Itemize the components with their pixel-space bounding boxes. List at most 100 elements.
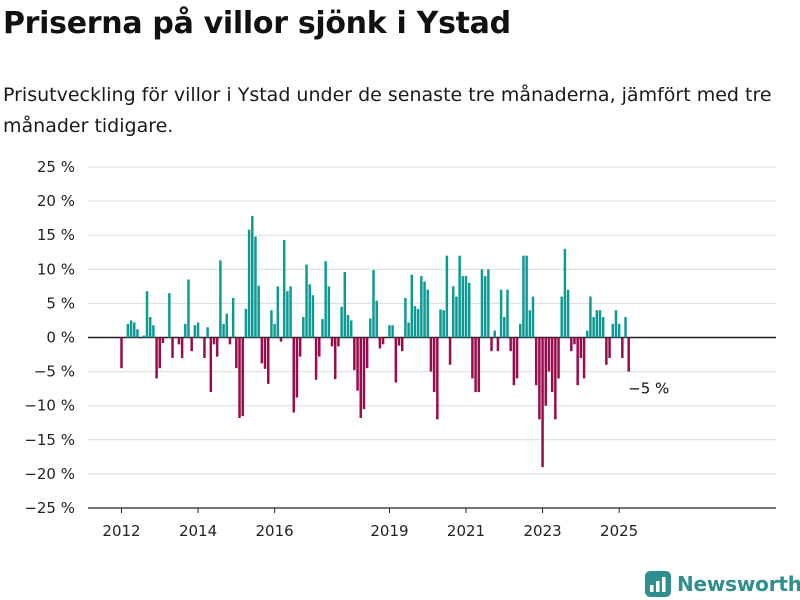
- bar: [496, 337, 500, 352]
- bar: [576, 337, 579, 386]
- bar: [547, 337, 551, 372]
- bar: [155, 337, 158, 379]
- bar: [554, 337, 557, 420]
- bar: [282, 239, 286, 338]
- bar: [420, 276, 423, 338]
- y-tick-label: −10 %: [24, 397, 75, 415]
- bar: [512, 337, 516, 386]
- bar: [563, 248, 567, 338]
- brand: Newsworthy: [645, 569, 800, 599]
- y-tick-label: 0 %: [46, 329, 75, 347]
- bar: [503, 317, 506, 338]
- bar: [241, 337, 244, 416]
- bar: [471, 337, 474, 379]
- y-tick-label: 10 %: [37, 260, 75, 278]
- bar: [353, 337, 356, 371]
- bar: [560, 296, 563, 338]
- bar: [557, 337, 560, 379]
- bar: [566, 289, 570, 338]
- bar: [375, 300, 378, 338]
- newsworthy-logo-icon: [645, 571, 671, 597]
- bar: [327, 286, 331, 338]
- bar: [145, 291, 149, 338]
- bar: [225, 313, 229, 338]
- bar: [142, 335, 146, 338]
- bar: [349, 320, 353, 338]
- y-tick-label: −25 %: [24, 499, 75, 517]
- x-tick-label: 2025: [600, 522, 638, 540]
- bar: [311, 295, 315, 338]
- bar: [423, 281, 426, 338]
- bar: [477, 337, 481, 393]
- bar: [215, 337, 219, 357]
- y-tick-label: 5 %: [46, 294, 75, 312]
- page-title: Priserna på villor sjönk i Ystad: [3, 6, 511, 41]
- bar: [490, 337, 493, 352]
- bar: [483, 276, 487, 338]
- x-tick-label: 2021: [447, 522, 485, 540]
- bar: [187, 279, 190, 338]
- bar: [270, 310, 273, 338]
- bar: [605, 337, 608, 365]
- y-axis: 25 % 20 % 15 % 10 % 5 % 0 % −5 % −10 % −15 % −20 …: [24, 158, 75, 517]
- bar: [333, 337, 337, 380]
- bar: [209, 337, 213, 393]
- bar: [429, 337, 433, 372]
- bar: [550, 337, 554, 393]
- last-value-label: −5 %: [628, 380, 669, 398]
- bar: [228, 337, 232, 345]
- bar: [196, 322, 200, 338]
- bar: [614, 310, 618, 338]
- bar: [231, 297, 235, 338]
- bar: [257, 285, 260, 338]
- bar: [318, 337, 321, 357]
- bar: [436, 337, 439, 420]
- bar: [251, 216, 254, 338]
- bar: [222, 323, 225, 338]
- bar: [461, 276, 465, 338]
- x-tick-label: 2014: [179, 522, 217, 540]
- bar: [515, 337, 519, 379]
- bar: [448, 337, 452, 365]
- bar: [129, 320, 133, 338]
- x-axis: 2012 2014 2016 2019 2021 2023 2025: [88, 507, 776, 540]
- bar: [158, 337, 162, 369]
- bar: [467, 282, 471, 338]
- bar: [219, 260, 222, 338]
- bar: [522, 255, 525, 338]
- y-tick-label: −15 %: [24, 431, 75, 449]
- bar-chart: 25 % 20 % 15 % 10 % 5 % 0 % −5 % −10 % −15 % −20 …: [24, 158, 776, 540]
- bar: [407, 322, 410, 338]
- bar: [474, 337, 477, 393]
- bar: [573, 337, 576, 345]
- bar: [171, 337, 174, 358]
- bar: [381, 337, 385, 345]
- bar: [621, 337, 624, 358]
- bar: [295, 337, 299, 398]
- bar: [180, 337, 184, 358]
- bar: [480, 269, 484, 338]
- bar: [177, 337, 181, 345]
- bar: [238, 337, 241, 418]
- bar: [292, 337, 296, 413]
- bar: [499, 289, 503, 338]
- y-tick-label: 20 %: [37, 192, 75, 210]
- bar: [487, 269, 490, 338]
- x-tick-label: 2016: [256, 522, 294, 540]
- bar: [458, 255, 461, 338]
- x-tick-label: 2023: [523, 522, 561, 540]
- bar: [314, 337, 318, 380]
- bar: [608, 337, 611, 358]
- bar: [388, 325, 391, 338]
- bar: [432, 337, 436, 393]
- bar: [598, 310, 602, 338]
- x-tick-label: 2019: [370, 522, 408, 540]
- bar: [394, 337, 398, 383]
- bar: [266, 337, 270, 384]
- bar: [362, 337, 366, 410]
- bar: [276, 286, 280, 338]
- bar: [298, 337, 302, 357]
- bar: [400, 337, 404, 352]
- bar: [455, 296, 458, 338]
- bar: [247, 229, 251, 338]
